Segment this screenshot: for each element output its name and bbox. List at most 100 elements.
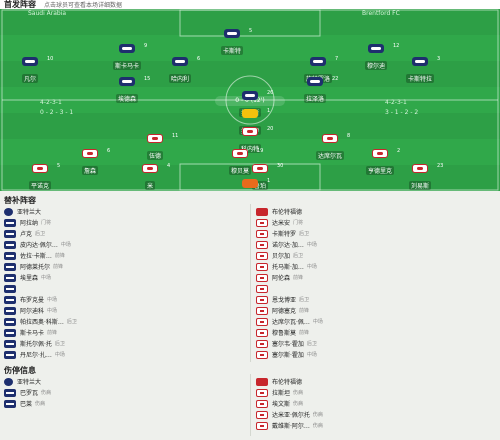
player-position: 伤病 — [312, 423, 323, 429]
bench-home-row[interactable]: 佐拉·卡斯… 前锋 — [4, 250, 244, 261]
bench-away-row[interactable]: 塞尔韦·霍加 后卫 — [256, 338, 496, 349]
away-player[interactable]: 5 平诺克 — [5, 163, 75, 191]
player-name: 卡斯特 — [220, 46, 243, 55]
injury-home-row[interactable]: 巴莱 伤病 — [4, 398, 244, 409]
away-player[interactable]: 8 达席尔瓦 — [295, 133, 365, 162]
home-player[interactable]: 10 凡尔 — [0, 56, 65, 85]
match-score-badge: 0 - 0 (12') — [215, 96, 285, 106]
player-name: 阿德塞克 — [272, 308, 297, 315]
player-name: 布罗克曼 — [20, 297, 45, 304]
bench-away-row[interactable]: 穆鲁斯莫 前锋 — [256, 327, 496, 338]
player-name: 塞尔韦·霍加 — [272, 341, 304, 348]
shirt-icon — [147, 134, 163, 143]
player-number: 2 — [397, 148, 401, 154]
shirt-icon — [242, 127, 258, 136]
bench-away-row[interactable] — [256, 283, 496, 294]
bench-away-row[interactable]: 布伦特福德 — [256, 206, 496, 217]
player-number: 1 — [267, 178, 271, 184]
shirt-icon — [412, 57, 428, 66]
shirt-icon — [256, 399, 268, 408]
bench-home-row[interactable]: 帕拉西奥·科斯… 后卫 — [4, 316, 244, 327]
player-name: 亚特兰大 — [17, 209, 42, 216]
injury-away-row[interactable]: 戴维斯·阿尔… 伤病 — [256, 420, 496, 431]
home-player[interactable]: 22 拉泽洛 — [280, 76, 350, 105]
shirt-icon — [256, 350, 268, 359]
player-number: 3 — [437, 56, 441, 62]
player-number: 9 — [144, 43, 148, 49]
player-position: 后卫 — [66, 319, 77, 325]
injury-away-row[interactable]: 拉斯坦 伤病 — [256, 387, 496, 398]
away-score-row: 3 - 1 - 2 - 2 — [385, 109, 419, 116]
shirt-icon — [256, 339, 268, 348]
shirt-icon — [142, 164, 158, 173]
player-name: 穆鲁斯莫 — [272, 330, 297, 337]
shirt-icon — [82, 149, 98, 158]
bench-home-row[interactable]: 亚特兰大 — [4, 206, 244, 217]
player-number: 6 — [107, 148, 111, 154]
injury-away-row[interactable]: 埃文斯 伤病 — [256, 398, 496, 409]
away-player[interactable]: 23 刘易斯 — [385, 163, 455, 191]
bench-home-row[interactable]: 斯托尔佩·托 后卫 — [4, 338, 244, 349]
away-player[interactable]: 6 詹森 — [55, 148, 125, 177]
home-player[interactable]: 5 卡斯特 — [197, 28, 267, 57]
player-number: 12 — [393, 43, 400, 49]
home-player[interactable]: 6 哈内利 — [145, 56, 215, 85]
bench-home-row[interactable]: 卢克 后卫 — [4, 228, 244, 239]
bench-away-row[interactable]: 恩戈博亚 后卫 — [256, 294, 496, 305]
away-player[interactable]: 11 伍德 — [120, 133, 190, 162]
bench-away-row[interactable]: 托马斯·加… 中场 — [256, 261, 496, 272]
injury-home-row[interactable]: 亚特兰大 — [4, 376, 244, 387]
bench-home-row[interactable] — [4, 283, 244, 294]
away-player[interactable]: 1弗莱肯 — [215, 178, 285, 191]
player-name: 诺尔达·加… — [272, 242, 304, 249]
player-name: 穆贝莫 — [228, 166, 251, 175]
bench-away-row[interactable]: 诺尔达·加… 中场 — [256, 239, 496, 250]
player-name: 佐拉·卡斯… — [20, 253, 52, 260]
bench-home-row[interactable]: 埃里森 中场 — [4, 272, 244, 283]
home-score-row: 0 - 2 - 3 - 1 — [40, 109, 74, 116]
home-player[interactable]: 3 卡斯特拉 — [385, 56, 455, 85]
bench-home-row[interactable]: 丹尼尔·扎… 中场 — [4, 349, 244, 360]
shirt-icon — [4, 273, 16, 282]
away-player[interactable]: 30 鲁珀 — [225, 163, 295, 191]
player-name: 塞尔斯·霍加 — [272, 352, 304, 359]
injury-home-row[interactable]: 巴罗瓦 伤病 — [4, 387, 244, 398]
shirt-icon — [4, 388, 16, 397]
injury-away-row[interactable]: 达米亚·佩尔托 伤病 — [256, 409, 496, 420]
shirt-icon — [256, 262, 268, 271]
player-position: 前锋 — [293, 275, 304, 281]
lineup-title: 首发阵容 — [4, 0, 36, 9]
home-player[interactable]: 9 斯卡马卡 — [92, 43, 162, 72]
bench-home-row[interactable]: 皮内达·佩尔… 中场 — [4, 239, 244, 250]
away-player[interactable]: 20 科内特 — [215, 126, 285, 155]
home-player[interactable]: 12 穆尔迪 — [341, 43, 411, 72]
lineup-header: 首发阵容 点击球员可查看本场详细数据 — [0, 0, 500, 9]
bench-away-row[interactable]: 达米安 门将 — [256, 217, 496, 228]
home-player[interactable]: 15 埃德森 — [92, 76, 162, 105]
bench-away-row[interactable]: 达席尔瓦·佩… 中场 — [256, 316, 496, 327]
bench-home-row[interactable]: 阿德莱托尔 前锋 — [4, 261, 244, 272]
away-player[interactable]: 2 亨德里克 — [345, 148, 415, 177]
player-name: 米 — [144, 181, 155, 190]
bench-away-row[interactable]: 卡斯特罗 后卫 — [256, 228, 496, 239]
away-player[interactable]: 19 穆贝莫 — [205, 148, 275, 177]
player-name: 亚特兰大 — [17, 379, 42, 386]
bench-home-row[interactable]: 布罗克曼 中场 — [4, 294, 244, 305]
shirt-icon — [256, 306, 268, 315]
bench-away-row[interactable]: 阿德塞克 前锋 — [256, 305, 496, 316]
bench-away-row[interactable]: 阿伦森 前锋 — [256, 272, 496, 283]
bench-away-row[interactable]: 塞尔斯·霍加 中场 — [256, 349, 496, 360]
injury-divider — [250, 374, 251, 436]
shirt-icon — [4, 295, 16, 304]
player-name: 皮内达·佩尔… — [20, 242, 58, 249]
player-position: 中场 — [306, 264, 317, 270]
bench-home-row[interactable]: 斯卡马卡 前锋 — [4, 327, 244, 338]
shirt-icon — [256, 284, 268, 293]
bench-away-row[interactable]: 贝尔加 后卫 — [256, 250, 496, 261]
bench-home-row[interactable]: 阿尔迪科 中场 — [4, 305, 244, 316]
player-number: 26 — [267, 90, 274, 96]
injury-title: 伤停信息 — [4, 366, 36, 375]
bench-home-row[interactable]: 阿拉纳 门将 — [4, 217, 244, 228]
injury-away-row[interactable]: 布伦特福德 — [256, 376, 496, 387]
